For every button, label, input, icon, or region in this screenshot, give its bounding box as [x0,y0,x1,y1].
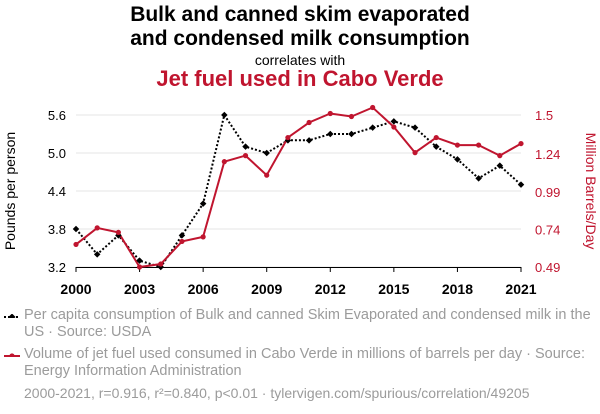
data-point-jet-fuel [433,134,439,141]
chart-title-line2: and condensed milk consumption [130,27,470,50]
legend-label-jet-fuel: Volume of jet fuel used consumed in Cabo… [24,346,585,379]
data-point-milk [305,137,313,144]
data-point-milk [327,130,334,138]
data-point-jet-fuel [327,110,333,117]
grid-lines [76,114,521,268]
data-point-milk [411,124,419,131]
series-line-jet-fuel [75,106,522,269]
y-tick-left: 3.8 [48,222,66,237]
legend-label-milk: Per capita consumption of Bulk and canne… [24,307,591,340]
series-lines [75,106,522,269]
data-point-jet-fuel [285,134,291,141]
x-tick-label: 2006 [188,281,219,297]
data-point-milk [496,162,504,169]
x-tick-label: 2012 [315,281,346,297]
x-tick-label: 2018 [442,281,473,297]
data-point-milk [242,143,249,150]
y-tick-right: 1.5 [535,108,553,123]
chart-title-line1: Bulk and canned skim evaporated [130,3,470,26]
data-point-milk [348,130,355,138]
data-point-milk [390,118,398,125]
chart-canvas: 3.2 3.8 4.4 5.0 5.6 0.49 0.74 0.99 1.24 1.5 2000 20… [2,104,599,297]
data-point-jet-fuel [497,153,503,159]
data-point-jet-fuel [454,142,461,148]
data-point-milk [432,143,440,150]
data-point-jet-fuel [518,140,524,147]
series-markers [72,104,525,271]
axes: 3.2 3.8 4.4 5.0 5.6 0.49 0.74 0.99 1.24 1.5 2000 20… [2,108,599,297]
data-point-jet-fuel [158,261,164,267]
data-point-milk [221,111,228,119]
data-point-milk [72,225,80,233]
data-point-milk [263,149,270,157]
legend-marker-milk [4,314,20,318]
chart-title-secondary: Jet fuel used in Cabo Verde [156,66,444,91]
data-point-milk [517,181,525,188]
x-tick-label: 2021 [505,281,536,297]
data-point-jet-fuel [391,124,397,130]
data-point-jet-fuel [115,229,121,235]
data-point-jet-fuel [136,264,143,270]
data-point-milk [199,200,207,207]
x-tick-label: 2000 [60,281,91,297]
y-axis-title-right: Million Barrels/Day [583,133,599,250]
y-tick-right: 1.24 [535,147,560,162]
y-tick-right: 0.99 [535,185,560,200]
data-point-milk [136,257,143,264]
data-point-jet-fuel [221,159,227,165]
data-point-milk [178,232,186,239]
x-tick-label: 2009 [251,281,282,297]
data-point-jet-fuel [179,238,185,245]
y-tick-right: 0.74 [535,222,560,237]
data-point-jet-fuel [264,172,270,178]
y-tick-right: 0.49 [535,260,560,275]
x-tick-label: 2003 [124,281,155,297]
y-tick-left: 5.0 [48,146,66,161]
y-tick-left: 4.4 [48,184,66,199]
chart-footer: 2000-2021, r=0.916, r²=0.840, p<0.01 · t… [24,385,530,401]
series-line-milk [75,112,522,269]
data-point-jet-fuel [242,153,249,159]
data-point-jet-fuel [306,119,312,126]
data-point-jet-fuel [73,241,79,248]
y-axis-title-left: Pounds per person [2,132,18,250]
data-point-jet-fuel [412,150,418,156]
data-point-milk [454,156,461,163]
data-point-jet-fuel [370,104,376,111]
chart-subtitle: correlates with [254,52,346,68]
y-tick-left: 5.6 [48,108,66,123]
data-point-jet-fuel [348,113,355,120]
legend-item-milk: Per capita consumption of Bulk and canne… [3,307,593,341]
y-tick-left: 3.2 [48,260,66,275]
x-tick-label: 2015 [378,281,409,297]
data-point-jet-fuel [200,234,206,240]
data-point-milk [369,124,376,131]
legend-item-jet-fuel: Volume of jet fuel used consumed in Cabo… [3,346,593,380]
data-point-milk [475,175,482,182]
data-point-jet-fuel [476,142,482,148]
data-point-jet-fuel [94,225,100,231]
legend-marker-jet-fuel [4,353,20,357]
